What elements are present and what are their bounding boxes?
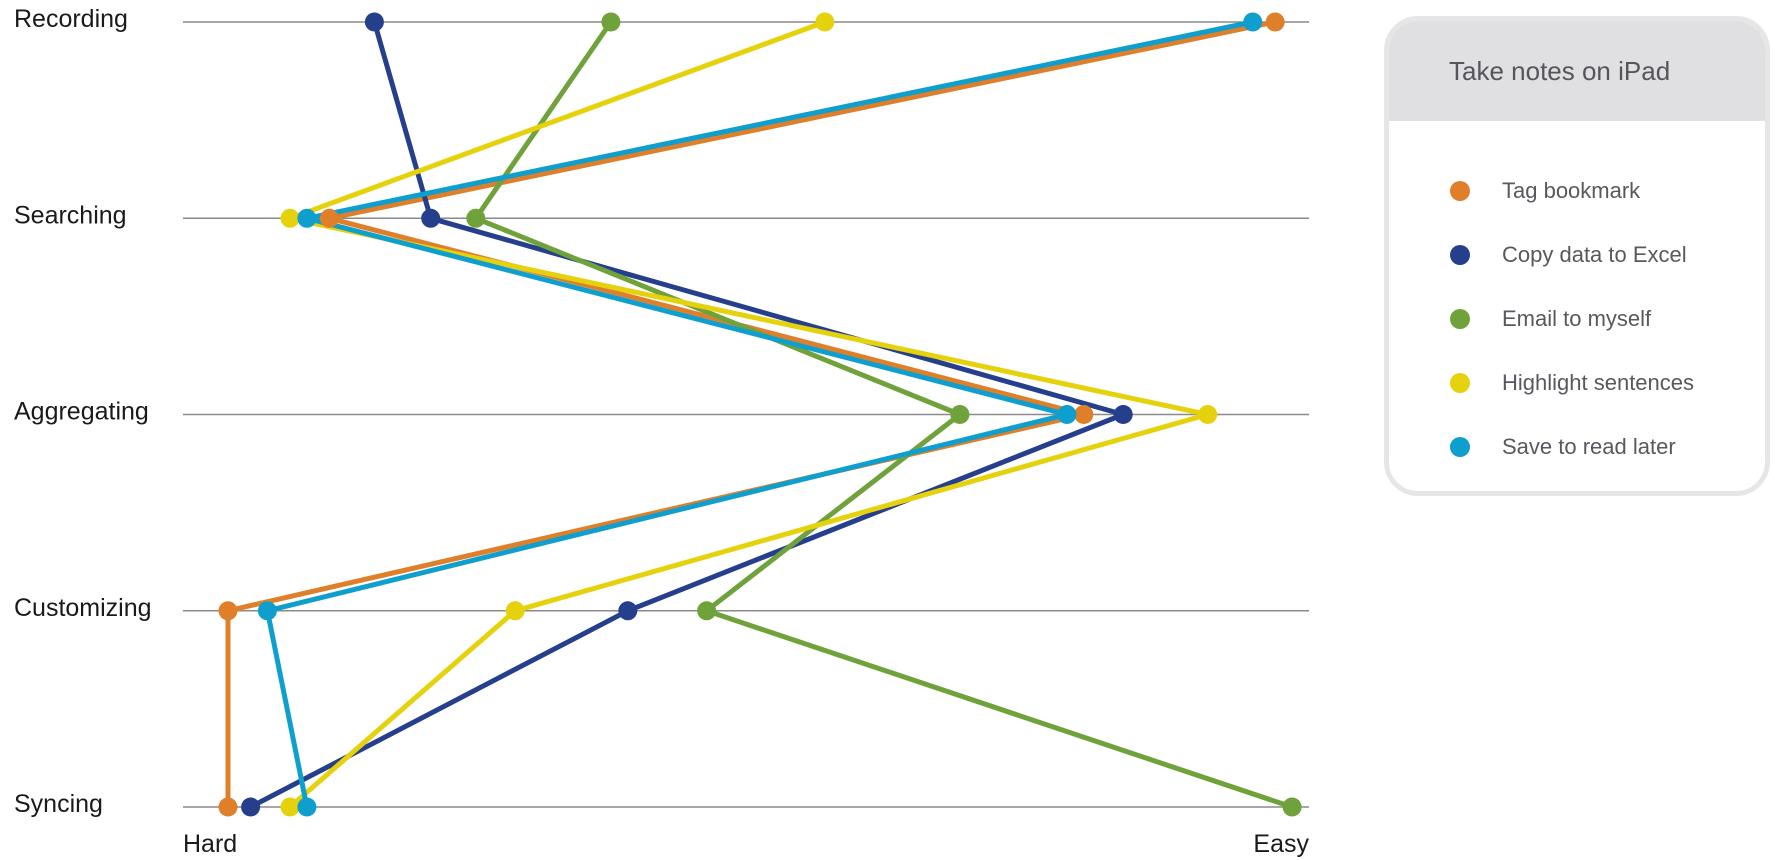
x-axis-max-label: Easy [1253, 830, 1309, 858]
point-save-to-read-later-syncing [297, 797, 317, 817]
point-email-to-myself-syncing [1282, 797, 1302, 817]
point-tag-bookmark-customizing [218, 601, 238, 621]
legend-item-save-to-read-later: Save to read later [1389, 415, 1765, 479]
legend-swatch-save-to-read-later [1450, 437, 1470, 457]
legend-label-email-to-myself: Email to myself [1502, 306, 1652, 331]
point-tag-bookmark-searching [319, 208, 339, 228]
legend-label-save-to-read-later: Save to read later [1502, 434, 1676, 459]
legend-label-tag-bookmark: Tag bookmark [1502, 178, 1641, 203]
point-copy-data-to-excel-customizing [618, 601, 638, 621]
point-highlight-sentences-syncing [280, 797, 300, 817]
legend-title: Take notes on iPad [1449, 55, 1671, 86]
legend-swatch-highlight-sentences [1450, 373, 1470, 393]
x-axis-min-label: Hard [183, 830, 237, 858]
point-save-to-read-later-aggregating [1057, 405, 1077, 424]
legend-item-tag-bookmark: Tag bookmark [1389, 159, 1765, 223]
point-highlight-sentences-searching [280, 208, 300, 228]
legend-header: Take notes on iPad [1389, 21, 1765, 121]
point-email-to-myself-customizing [697, 601, 717, 621]
grid-lines [183, 21, 1309, 808]
legend-item-email-to-myself: Email to myself [1389, 287, 1765, 351]
point-email-to-myself-aggregating [950, 405, 970, 424]
category-label-searching: Searching [14, 201, 127, 229]
legend-list: Tag bookmark Copy data to Excel Email to m… [1389, 121, 1765, 479]
point-email-to-myself-recording [601, 12, 621, 32]
point-tag-bookmark-recording [1265, 12, 1285, 32]
point-copy-data-to-excel-searching [421, 208, 441, 228]
category-label-syncing: Syncing [14, 790, 103, 818]
point-copy-data-to-excel-aggregating [1113, 405, 1133, 424]
category-label-customizing: Customizing [14, 594, 152, 622]
point-save-to-read-later-customizing [257, 601, 277, 621]
category-labels: Recording Searching Aggregating Customizing… [14, 5, 152, 818]
legend-swatch-tag-bookmark [1450, 181, 1470, 201]
legend-label-highlight-sentences: Highlight sentences [1502, 370, 1695, 395]
legend-label-copy-data-to-excel: Copy data to Excel [1502, 242, 1687, 267]
legend-swatch-copy-data-to-excel [1450, 245, 1470, 265]
legend-item-copy-data-to-excel: Copy data to Excel [1389, 223, 1765, 287]
point-tag-bookmark-aggregating [1074, 405, 1094, 424]
category-label-aggregating: Aggregating [14, 398, 149, 426]
legend: Take notes on iPad Tag bookmark Copy data… [1384, 16, 1770, 496]
point-copy-data-to-excel-syncing [241, 797, 261, 817]
legend-item-highlight-sentences: Highlight sentences [1389, 351, 1765, 415]
point-save-to-read-later-recording [1243, 12, 1263, 32]
point-save-to-read-later-searching [297, 208, 317, 228]
category-label-recording: Recording [14, 5, 128, 33]
point-copy-data-to-excel-recording [364, 12, 384, 32]
point-highlight-sentences-customizing [505, 601, 525, 621]
point-highlight-sentences-aggregating [1198, 405, 1218, 424]
point-email-to-myself-searching [466, 208, 486, 228]
point-tag-bookmark-syncing [218, 797, 238, 817]
series-points [218, 12, 1302, 817]
point-highlight-sentences-recording [815, 12, 835, 32]
legend-swatch-email-to-myself [1450, 309, 1470, 329]
